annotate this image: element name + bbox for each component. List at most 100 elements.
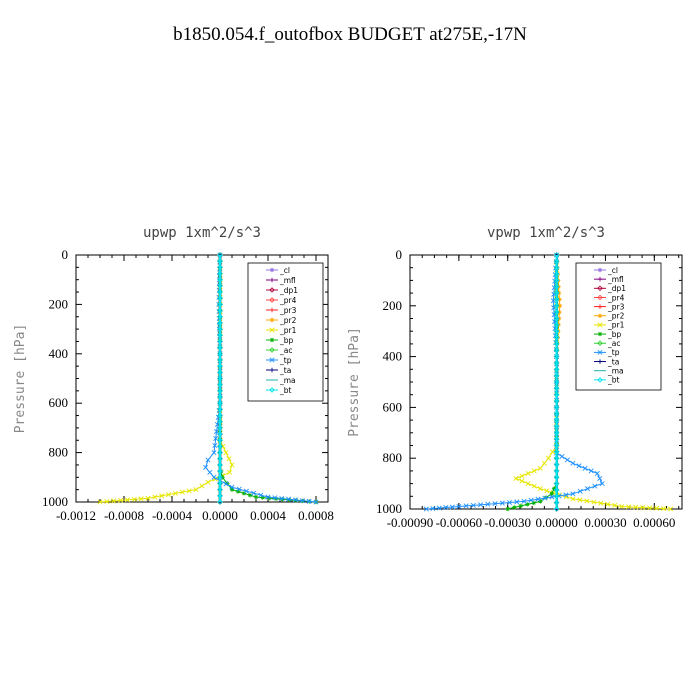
data-point — [553, 264, 560, 271]
legend-label: _mfl — [279, 276, 296, 285]
legend: _cl_mfl_dp1_pr4_pr3_pr2_pr1_bp_ac_tp_ta_… — [575, 262, 662, 391]
data-point — [217, 431, 223, 437]
legend-label: _pr1 — [607, 321, 625, 330]
legend-swatch-marker — [597, 267, 603, 273]
y-tick-label: 400 — [383, 349, 403, 364]
y-tick-label: 0 — [396, 247, 403, 262]
data-point — [668, 506, 674, 512]
data-point — [227, 469, 233, 475]
data-point — [553, 449, 560, 455]
data-point — [528, 497, 534, 503]
data-point — [118, 497, 124, 503]
data-point — [243, 488, 249, 494]
data-point — [551, 486, 557, 491]
legend-swatch-marker — [269, 387, 275, 393]
data-point — [553, 398, 560, 404]
x-tick-label: -0.0004 — [152, 508, 193, 523]
legend-swatch-marker — [269, 327, 275, 333]
legend-label: _cl — [607, 266, 618, 275]
data-point — [553, 499, 560, 506]
legend-label: _tp — [607, 348, 620, 357]
data-point — [545, 455, 551, 461]
data-point — [478, 502, 484, 508]
data-point — [585, 486, 591, 492]
data-point — [553, 283, 560, 290]
y-axis-label: Pressure [hPa] — [13, 324, 28, 434]
data-point — [553, 436, 560, 442]
y-tick-label: 400 — [49, 346, 69, 361]
data-point — [286, 496, 292, 502]
data-point — [553, 430, 560, 436]
data-point — [199, 483, 205, 489]
x-tick-label: 0.0000 — [202, 508, 238, 523]
data-point — [582, 465, 588, 471]
legend-label: _tp — [279, 356, 292, 365]
data-point — [217, 412, 223, 419]
data-point — [549, 449, 556, 455]
legend-swatch-marker — [597, 359, 603, 364]
legend-swatch-marker — [269, 297, 275, 303]
data-point — [217, 344, 223, 351]
data-point — [525, 470, 531, 476]
data-point — [553, 468, 560, 474]
x-tick-label: -0.00030 — [484, 515, 531, 530]
data-point — [436, 505, 442, 511]
legend-label: _mfl — [607, 275, 624, 284]
legend-label: _ta — [279, 366, 291, 375]
data-point — [217, 443, 223, 450]
figure-title: b1850.054.f_outofbox BUDGET at275E,-17N — [173, 24, 527, 45]
panel-title: vpwp 1xm^2/s^3 — [487, 225, 605, 241]
data-point — [217, 313, 223, 320]
data-point — [217, 381, 223, 388]
data-point — [217, 252, 223, 258]
data-point — [499, 500, 505, 506]
chart-panel-1: upwp 1xm^2/s^3 Pressure [hPa] 0 200 400 600 80… — [13, 225, 334, 523]
data-point — [570, 460, 576, 466]
y-tick-label: 600 — [49, 395, 69, 410]
chart-panel-2: vpwp 1xm^2/s^3 Pressure [hPa] 0 200 400 600 80… — [347, 225, 683, 530]
data-point — [217, 332, 223, 339]
data-point — [553, 315, 560, 322]
data-point — [537, 465, 543, 471]
x-tick-label: 0.00030 — [584, 515, 626, 530]
data-point — [253, 494, 259, 500]
data-point — [640, 505, 646, 511]
data-point — [553, 296, 560, 303]
data-point — [626, 504, 632, 510]
data-point — [456, 503, 462, 509]
x-tick-label: -0.0012 — [56, 508, 96, 523]
x-tick-label: -0.0008 — [104, 508, 144, 523]
legend-swatch-marker — [597, 340, 603, 346]
data-point — [217, 326, 223, 332]
data-point — [235, 489, 241, 494]
data-point — [217, 320, 223, 326]
x-tick-label: 0.00000 — [535, 515, 577, 530]
legend-label: _pr2 — [607, 312, 625, 321]
data-point — [553, 423, 560, 430]
data-point — [512, 505, 517, 510]
data-point — [588, 468, 594, 474]
data-point — [559, 453, 565, 460]
data-point — [217, 295, 223, 301]
data-point — [553, 410, 560, 417]
data-point — [518, 503, 523, 509]
data-point — [463, 503, 469, 509]
data-point — [217, 456, 223, 462]
data-point — [553, 417, 560, 423]
data-point — [214, 428, 220, 434]
data-point — [597, 476, 603, 482]
legend-box — [247, 262, 324, 402]
data-point — [229, 462, 235, 468]
legend-label: _ac — [607, 339, 620, 348]
legend-label: _ta — [607, 357, 619, 366]
data-point — [423, 506, 429, 512]
data-point — [229, 484, 235, 490]
data-point — [513, 476, 519, 482]
data-point — [226, 456, 232, 462]
data-point — [247, 493, 253, 498]
data-point — [576, 463, 582, 469]
data-point — [553, 487, 560, 493]
y-tick-label: 0 — [62, 247, 69, 262]
data-point — [598, 500, 604, 506]
legend-label: _pr1 — [279, 326, 297, 335]
